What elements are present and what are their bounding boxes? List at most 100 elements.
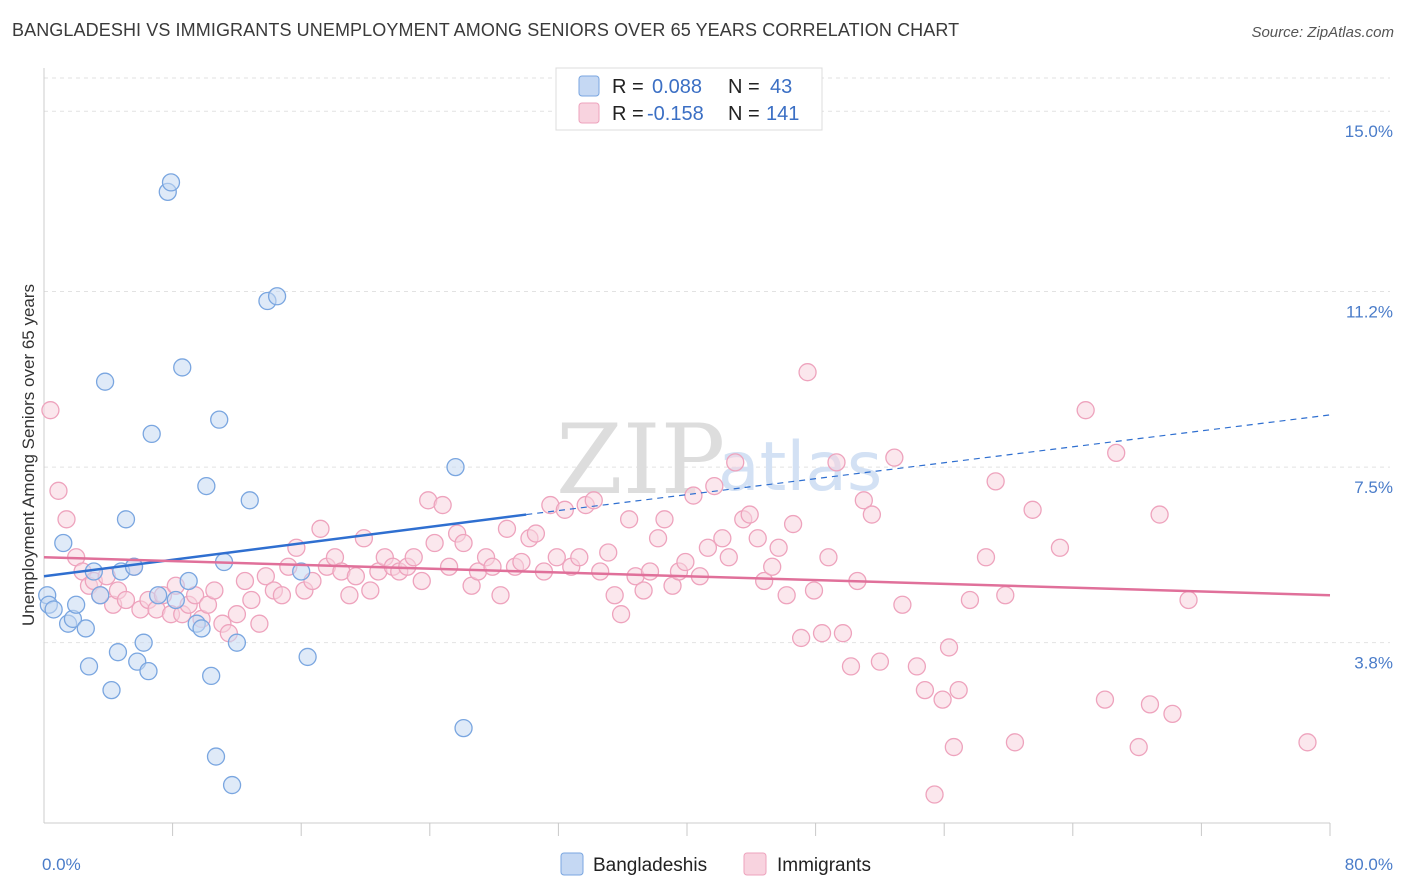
point-bangladeshi-31	[206, 747, 226, 766]
point-immigrant-129	[996, 586, 1015, 605]
point-immigrant-111	[833, 624, 853, 643]
point-immigrant-127	[976, 548, 996, 567]
point-immigrant-115	[862, 505, 882, 524]
point-immigrant-108	[812, 624, 832, 643]
trendlines	[43, 414, 1331, 597]
point-immigrant-89	[676, 552, 695, 572]
point-bangladeshi-12	[102, 680, 121, 700]
point-immigrant-76	[584, 491, 603, 510]
point-bangladeshi-19	[139, 662, 158, 681]
point-immigrant-52	[412, 571, 431, 591]
point-immigrant-109	[819, 548, 838, 567]
point-bangladeshi-7	[76, 619, 95, 638]
point-immigrant-117	[885, 448, 904, 467]
point-bangladeshi-30	[202, 666, 221, 686]
legend-n-value-1: 43	[770, 76, 792, 98]
gridlines	[44, 77, 1390, 644]
series-bangladeshis	[38, 173, 473, 795]
point-immigrant-1	[49, 481, 68, 500]
point-bangladeshi-23	[161, 173, 181, 192]
top-legend: R = 0.088 N = 43 R = -0.158 N = 141	[555, 67, 823, 131]
point-immigrant-11	[116, 590, 136, 610]
point-immigrant-56	[439, 557, 459, 576]
point-bangladeshi-40	[298, 647, 317, 667]
point-bangladeshi-39	[292, 562, 311, 581]
point-immigrant-51	[404, 548, 423, 567]
x-tick-label-0: 0.0%	[42, 855, 81, 874]
point-immigrant-121	[925, 785, 944, 804]
chart-source: Source: ZipAtlas.com	[1251, 24, 1394, 41]
point-immigrant-104	[783, 514, 803, 534]
bottom-legend-swatch-immigrants	[743, 852, 767, 876]
point-immigrant-33	[272, 586, 292, 605]
point-bangladeshi-26	[179, 571, 198, 591]
point-immigrant-110	[827, 453, 846, 472]
chart-title: BANGLADESHI VS IMMIGRANTS UNEMPLOYMENT A…	[12, 20, 960, 40]
point-immigrant-135	[1107, 443, 1126, 463]
point-immigrant-107	[804, 581, 824, 600]
point-immigrant-92	[698, 538, 718, 557]
trendline-immigrants	[43, 556, 1331, 597]
point-bangladeshi-10	[91, 586, 110, 605]
point-immigrant-141	[1298, 733, 1317, 752]
point-immigrant-44	[354, 529, 374, 548]
point-immigrant-95	[719, 548, 738, 567]
point-immigrant-83	[634, 581, 653, 600]
point-immigrant-43	[346, 567, 366, 586]
point-immigrant-30	[250, 614, 269, 633]
trendline-bangladeshis-extension	[526, 414, 1331, 516]
point-immigrant-125	[949, 680, 968, 700]
axes	[43, 68, 1331, 836]
point-immigrant-138	[1150, 505, 1169, 524]
point-immigrant-100	[755, 571, 774, 591]
y-tick-label-2: 11.2%	[1346, 303, 1393, 322]
point-immigrant-31	[256, 567, 275, 586]
x-tick-label-1: 80.0%	[1345, 855, 1393, 874]
watermark-atlas: atlas	[718, 428, 882, 507]
point-bangladeshi-21	[148, 586, 168, 605]
point-immigrant-58	[454, 533, 473, 553]
point-immigrant-45	[361, 581, 380, 600]
point-immigrant-136	[1129, 737, 1148, 757]
point-immigrant-81	[619, 510, 639, 529]
point-immigrant-124	[944, 737, 963, 757]
point-immigrant-126	[960, 590, 980, 610]
point-immigrant-77	[591, 562, 610, 581]
y-tick-label-3: 15.0%	[1345, 122, 1393, 141]
point-immigrant-114	[854, 491, 873, 510]
point-bangladeshi-15	[116, 510, 136, 529]
point-immigrant-66	[512, 552, 531, 572]
point-immigrant-28	[235, 571, 255, 591]
point-immigrant-102	[769, 538, 788, 557]
point-immigrant-84	[640, 562, 660, 581]
point-immigrant-42	[340, 586, 359, 605]
point-bangladeshi-20	[142, 424, 161, 444]
legend-n-label-2: N =	[728, 103, 760, 125]
bottom-legend: Bangladeshis Immigrants	[560, 852, 871, 876]
point-immigrant-68	[526, 524, 546, 543]
point-immigrant-120	[915, 680, 935, 700]
point-immigrant-54	[425, 533, 444, 553]
legend-swatch-immigrants	[578, 102, 600, 124]
point-immigrant-101	[763, 557, 782, 576]
y-axis-tick-labels: 3.8% 7.5% 11.2% 15.0%	[1345, 122, 1393, 672]
y-tick-label-0: 3.8%	[1354, 654, 1393, 673]
point-immigrant-123	[939, 638, 959, 657]
point-immigrant-2	[57, 510, 76, 529]
point-immigrant-112	[841, 657, 861, 676]
point-immigrant-62	[483, 557, 502, 576]
point-immigrant-130	[1005, 733, 1025, 752]
point-immigrant-133	[1076, 401, 1095, 420]
legend-n-value-2: 141	[766, 103, 799, 125]
point-bangladeshi-3	[54, 533, 73, 553]
point-immigrant-128	[986, 472, 1005, 491]
point-bangladeshi-34	[222, 775, 242, 795]
point-bangladeshi-42	[454, 718, 473, 738]
point-bangladeshi-29	[197, 476, 216, 496]
point-immigrant-55	[433, 495, 452, 515]
legend-n-label-1: N =	[728, 76, 760, 98]
trendline-bangladeshis	[43, 513, 527, 578]
point-immigrant-119	[907, 657, 927, 676]
point-immigrant-90	[684, 486, 703, 505]
point-immigrant-131	[1023, 500, 1042, 519]
